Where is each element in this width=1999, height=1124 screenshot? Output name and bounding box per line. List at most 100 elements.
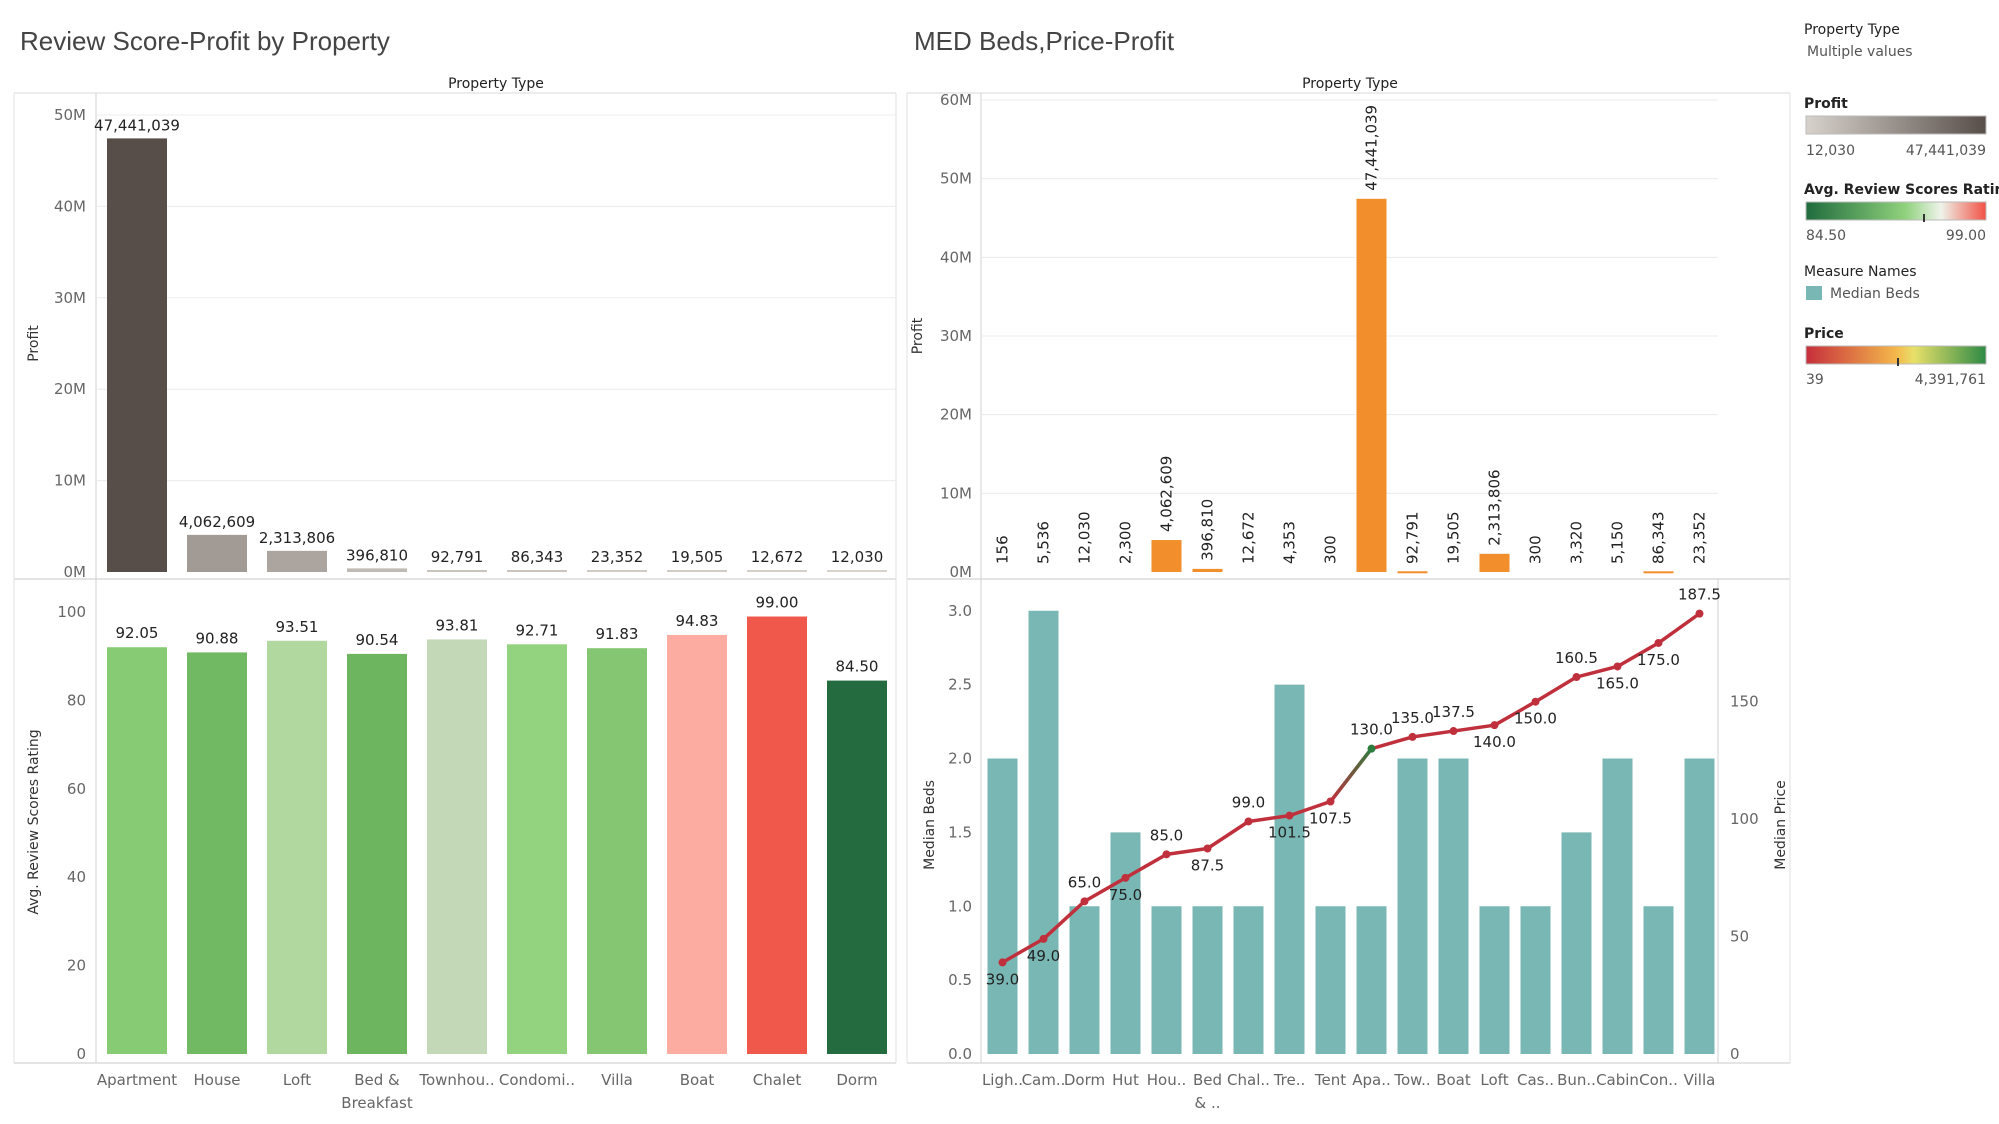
- right-price-line-segment: [1659, 614, 1700, 643]
- right-y2-tick-label: 150: [1730, 693, 1759, 711]
- left-profit-data-label: 12,672: [751, 548, 804, 566]
- right-category-label: Bed: [1193, 1071, 1222, 1089]
- right-category-label: & ..: [1194, 1094, 1220, 1112]
- left-review-bar[interactable]: [747, 617, 807, 1054]
- right-price-point[interactable]: [1286, 812, 1294, 820]
- legend-review-min: 84.50: [1806, 228, 1846, 244]
- right-price-data-label: 140.0: [1473, 733, 1516, 751]
- right-price-point[interactable]: [1573, 673, 1581, 681]
- left-profit-bar[interactable]: [747, 570, 807, 572]
- right-profit-data-label: 2,300: [1117, 521, 1135, 564]
- right-beds-bar[interactable]: [1070, 906, 1100, 1054]
- right-beds-bar[interactable]: [1029, 611, 1059, 1054]
- right-price-point[interactable]: [1163, 850, 1171, 858]
- right-beds-bar[interactable]: [1562, 832, 1592, 1054]
- right-price-point[interactable]: [1327, 798, 1335, 806]
- right-beds-bar[interactable]: [1275, 685, 1305, 1054]
- right-category-axis: Ligh..Cam..Dorm Hut Hou.. Bed& ..Chal.. Tre.…: [982, 1071, 1715, 1112]
- left-profit-bar[interactable]: [827, 570, 887, 572]
- legend-filter-value[interactable]: Multiple values: [1807, 44, 1913, 60]
- left-review-data-label: 91.83: [596, 625, 639, 643]
- right-beds-bar[interactable]: [1603, 759, 1633, 1054]
- left-review-data-label: 92.71: [516, 621, 559, 639]
- left-category-label: Chalet: [753, 1071, 802, 1089]
- right-price-data-label: 75.0: [1109, 886, 1142, 904]
- right-beds-bar[interactable]: [1316, 906, 1346, 1054]
- right-profit-bar[interactable]: [1357, 199, 1387, 572]
- right-category-label: Tow..: [1393, 1071, 1430, 1089]
- left-profit-data-label: 2,313,806: [259, 529, 335, 547]
- left-profit-bar[interactable]: [667, 570, 727, 572]
- right-profit-bar[interactable]: [1398, 571, 1428, 573]
- legend-measure-item[interactable]: Median Beds: [1830, 286, 1920, 302]
- right-profit-bar[interactable]: [1193, 569, 1223, 572]
- right-price-point[interactable]: [1122, 874, 1130, 882]
- right-price-point[interactable]: [1204, 844, 1212, 852]
- right-price-point[interactable]: [1696, 610, 1704, 618]
- legend-review-max: 99.00: [1946, 228, 1986, 244]
- left-category-label: Loft: [283, 1071, 311, 1089]
- right-price-data-label: 107.5: [1309, 810, 1352, 828]
- right-beds-bar[interactable]: [1111, 832, 1141, 1054]
- left-profit-bar[interactable]: [427, 570, 487, 572]
- left-profit-bar[interactable]: [107, 138, 167, 572]
- right-profit-bar[interactable]: [1480, 554, 1510, 572]
- right-beds-bar[interactable]: [1685, 759, 1715, 1054]
- right-price-point[interactable]: [1614, 662, 1622, 670]
- left-review-bar[interactable]: [667, 635, 727, 1054]
- left-profit-bar[interactable]: [587, 570, 647, 572]
- right-price-point[interactable]: [1040, 935, 1048, 943]
- right-y2-axis-title: Median Price: [1773, 780, 1789, 870]
- left-profit-bar[interactable]: [507, 570, 567, 572]
- right-price-point[interactable]: [1450, 727, 1458, 735]
- right-price-line-segment: [1454, 725, 1495, 731]
- right-profit-bars: 156 5,536 12,030 2,3004,062,609 396,810 12,67…: [994, 105, 1709, 573]
- left-profit-bar[interactable]: [347, 568, 407, 572]
- right-price-data-label: 150.0: [1514, 710, 1557, 728]
- right-profit-bar[interactable]: [1152, 540, 1182, 572]
- right-profit-y-axis-title: Profit: [910, 317, 926, 354]
- right-beds-bar[interactable]: [1644, 906, 1674, 1054]
- right-column-header: Property Type: [1302, 76, 1398, 92]
- right-price-point[interactable]: [1491, 721, 1499, 729]
- right-beds-bar[interactable]: [988, 759, 1018, 1054]
- right-beds-bar[interactable]: [1357, 906, 1387, 1054]
- left-review-bar[interactable]: [827, 681, 887, 1054]
- left-column-header: Property Type: [448, 76, 544, 92]
- left-review-bar[interactable]: [107, 647, 167, 1054]
- left-review-bar[interactable]: [587, 648, 647, 1054]
- right-profit-data-label: 2,313,806: [1486, 469, 1504, 545]
- right-beds-price-y-axis: 0.00.51.01.52.02.53.0Median Beds: [922, 602, 972, 1063]
- left-review-bar[interactable]: [267, 641, 327, 1054]
- left-profit-y-tick-label: 10M: [54, 472, 86, 490]
- right-profit-data-label: 23,352: [1691, 512, 1709, 565]
- right-beds-bar[interactable]: [1398, 759, 1428, 1054]
- right-beds-bar[interactable]: [1193, 906, 1223, 1054]
- right-price-data-label: 160.5: [1555, 649, 1598, 667]
- right-beds-bar[interactable]: [1234, 906, 1264, 1054]
- left-profit-bar[interactable]: [267, 551, 327, 572]
- right-price-point[interactable]: [1245, 817, 1253, 825]
- right-beds-bar[interactable]: [1521, 906, 1551, 1054]
- right-price-point[interactable]: [999, 958, 1007, 966]
- right-price-point[interactable]: [1081, 897, 1089, 905]
- left-dashboard-title: Review Score-Profit by Property: [20, 26, 390, 56]
- right-beds-bar[interactable]: [1439, 759, 1469, 1054]
- left-review-bar[interactable]: [347, 654, 407, 1054]
- left-review-bar[interactable]: [427, 639, 487, 1054]
- right-profit-bar[interactable]: [1644, 571, 1674, 573]
- right-price-point[interactable]: [1532, 698, 1540, 706]
- left-category-axis: Apartment House Loft Bed & Breakfast Townhou.…: [97, 1071, 878, 1112]
- left-review-bar[interactable]: [187, 652, 247, 1054]
- right-profit-data-label: 3,320: [1568, 521, 1586, 564]
- legend-measure-title: Measure Names: [1804, 264, 1917, 280]
- right-beds-bar[interactable]: [1480, 906, 1510, 1054]
- right-beds-bar[interactable]: [1152, 906, 1182, 1054]
- right-price-point[interactable]: [1409, 733, 1417, 741]
- right-price-point[interactable]: [1655, 639, 1663, 647]
- left-category-label: Villa: [601, 1071, 633, 1089]
- right-price-point[interactable]: [1368, 745, 1376, 753]
- left-review-bar[interactable]: [507, 644, 567, 1054]
- left-profit-bar[interactable]: [187, 535, 247, 572]
- right-profit-data-label: 4,062,609: [1158, 456, 1176, 532]
